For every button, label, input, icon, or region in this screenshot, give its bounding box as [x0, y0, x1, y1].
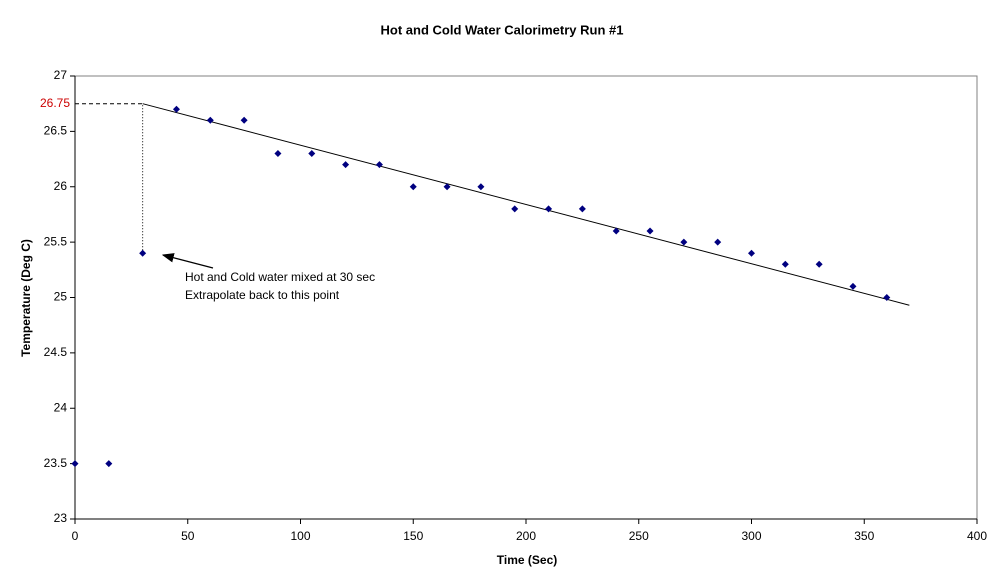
data-point	[71, 460, 79, 468]
data-point	[714, 238, 722, 246]
y-tick-label: 25.5	[44, 234, 68, 248]
annotation: Hot and Cold water mixed at 30 sec	[185, 270, 375, 284]
data-point	[139, 249, 147, 257]
data-point	[172, 105, 180, 113]
data-point	[815, 260, 823, 268]
x-axis-title: Time (Sec)	[497, 553, 557, 567]
x-tick-label: 100	[290, 529, 310, 543]
data-point	[105, 460, 113, 468]
annotation-arrow	[161, 253, 214, 269]
data-point	[409, 183, 417, 191]
x-tick-label: 350	[854, 529, 874, 543]
y-axis-title: Temperature (Deg C)	[19, 239, 33, 357]
marked-value-label: 26.75	[40, 96, 70, 110]
data-point	[646, 227, 654, 235]
data-point	[849, 282, 857, 290]
data-point	[308, 150, 316, 158]
data-point	[748, 249, 755, 257]
data-point	[781, 260, 789, 268]
data-point	[342, 161, 350, 169]
y-tick-label: 23.5	[44, 456, 68, 470]
data-point	[578, 205, 586, 213]
x-tick-label: 250	[629, 529, 649, 543]
data-point	[443, 183, 451, 191]
x-tick-label: 400	[967, 529, 987, 543]
chart-title: Hot and Cold Water Calorimetry Run #1	[381, 22, 624, 37]
data-point	[274, 150, 282, 158]
x-tick-label: 0	[72, 529, 79, 543]
annotation: Extrapolate back to this point	[185, 288, 340, 302]
y-tick-label: 23	[54, 511, 68, 525]
data-point	[375, 161, 383, 169]
y-tick-label: 26.5	[44, 124, 68, 138]
data-point	[477, 183, 485, 191]
data-point	[545, 205, 553, 213]
trendline	[142, 103, 910, 306]
x-tick-label: 200	[516, 529, 536, 543]
data-point	[680, 238, 688, 246]
data-point	[511, 205, 519, 213]
data-point	[612, 227, 620, 235]
data-point	[240, 116, 248, 124]
data-point	[883, 294, 891, 301]
x-tick-label: 150	[403, 529, 423, 543]
x-tick-label: 300	[741, 529, 761, 543]
y-tick-label: 27	[54, 68, 68, 82]
data-point	[206, 116, 214, 124]
y-tick-label: 24	[54, 400, 68, 414]
y-tick-label: 26	[54, 179, 68, 193]
y-tick-label: 24.5	[44, 345, 68, 359]
y-tick-label: 25	[54, 290, 68, 304]
x-tick-label: 50	[181, 529, 195, 543]
